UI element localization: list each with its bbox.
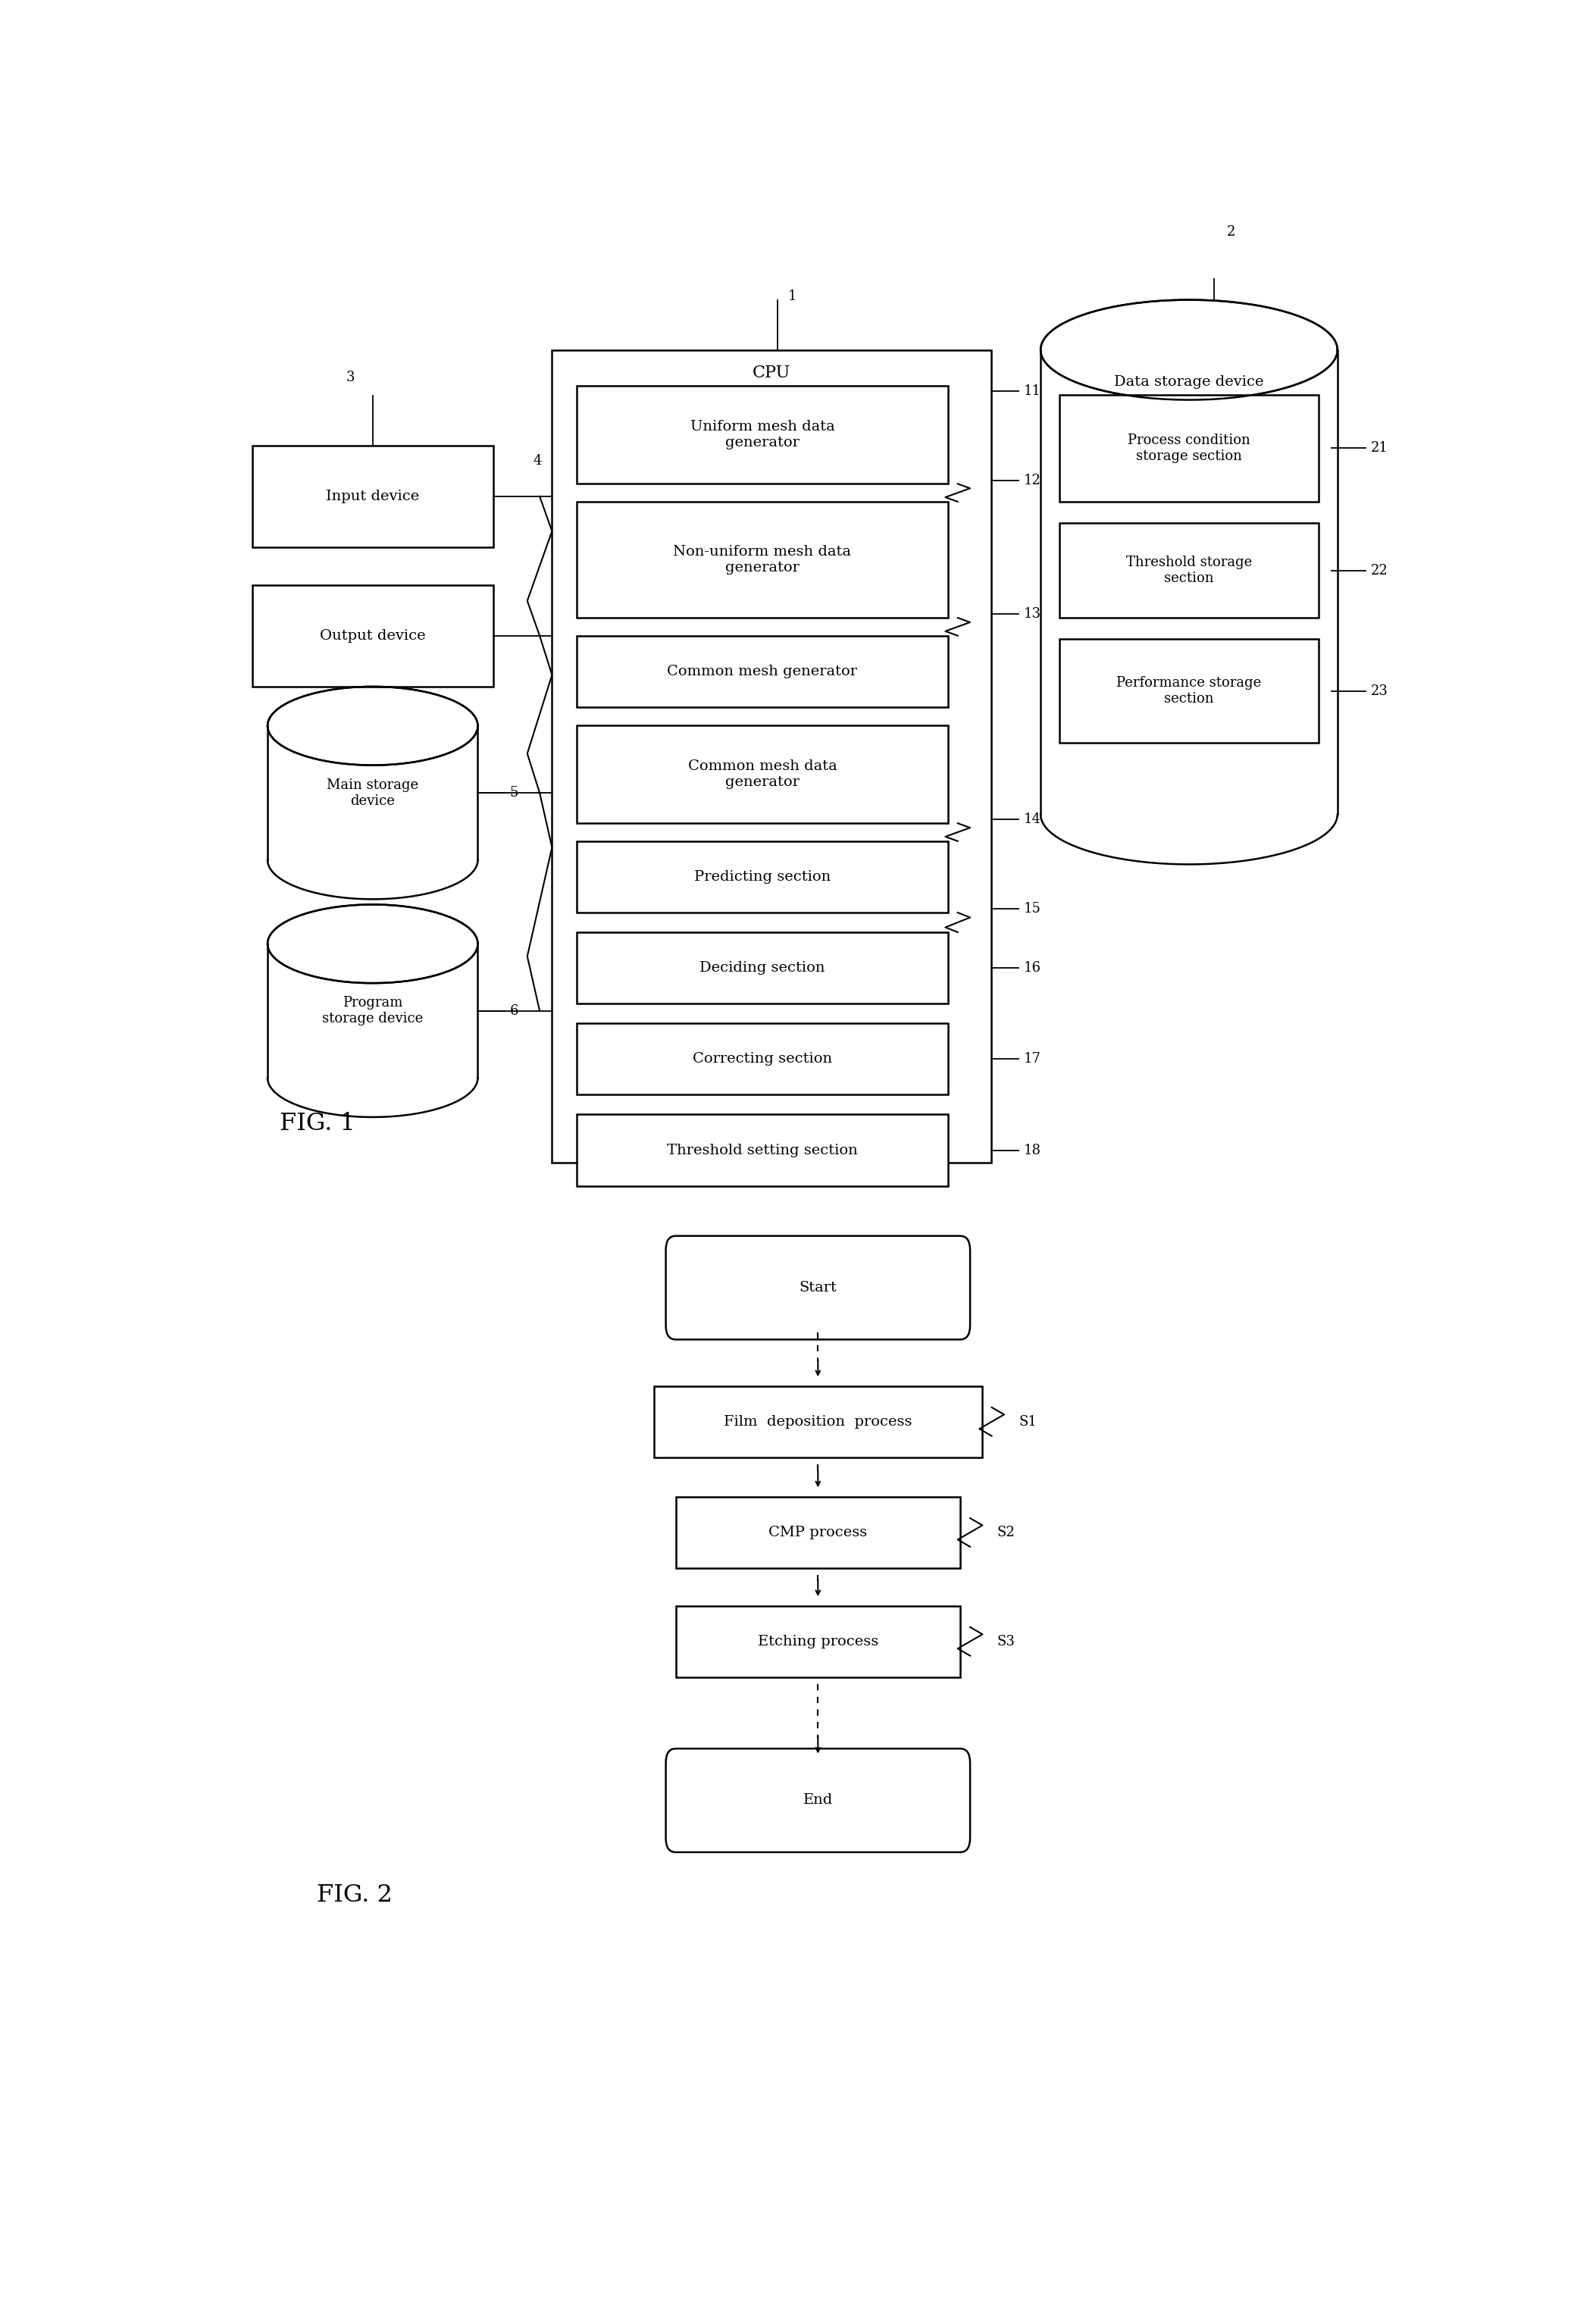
Text: Start: Start	[800, 1281, 836, 1295]
FancyBboxPatch shape	[576, 501, 948, 617]
FancyBboxPatch shape	[1060, 522, 1318, 617]
FancyBboxPatch shape	[576, 724, 948, 824]
Text: 5: 5	[511, 786, 519, 800]
Text: Deciding section: Deciding section	[699, 960, 825, 974]
Text: Program
storage device: Program storage device	[322, 995, 423, 1025]
Polygon shape	[268, 905, 477, 984]
Text: S2: S2	[998, 1527, 1015, 1538]
Text: Common mesh data
generator: Common mesh data generator	[688, 759, 836, 789]
FancyBboxPatch shape	[576, 636, 948, 708]
FancyBboxPatch shape	[576, 1023, 948, 1095]
Text: 2: 2	[1227, 225, 1235, 239]
FancyBboxPatch shape	[576, 1114, 948, 1186]
Text: Threshold setting section: Threshold setting section	[667, 1144, 857, 1158]
Text: Process condition
storage section: Process condition storage section	[1128, 434, 1250, 462]
Text: Threshold storage
section: Threshold storage section	[1127, 557, 1251, 585]
Text: 6: 6	[511, 1005, 519, 1018]
FancyBboxPatch shape	[552, 350, 991, 1162]
Text: 23: 23	[1371, 684, 1389, 698]
Text: CPU: CPU	[752, 364, 790, 380]
Polygon shape	[1041, 350, 1337, 814]
Text: 12: 12	[1023, 473, 1041, 487]
Text: CMP process: CMP process	[769, 1527, 867, 1538]
FancyBboxPatch shape	[675, 1605, 961, 1677]
Text: Main storage
device: Main storage device	[327, 777, 418, 807]
Text: Performance storage
section: Performance storage section	[1117, 677, 1261, 705]
FancyBboxPatch shape	[666, 1749, 970, 1851]
Text: 16: 16	[1023, 960, 1041, 974]
Text: 22: 22	[1371, 564, 1389, 578]
FancyBboxPatch shape	[576, 933, 948, 1005]
Text: 13: 13	[1023, 608, 1041, 622]
Text: 18: 18	[1023, 1144, 1041, 1158]
FancyBboxPatch shape	[1060, 640, 1318, 742]
Polygon shape	[268, 687, 477, 766]
FancyBboxPatch shape	[252, 445, 493, 548]
Text: 14: 14	[1023, 812, 1041, 826]
FancyBboxPatch shape	[576, 385, 948, 485]
Text: Film  deposition  process: Film deposition process	[725, 1415, 911, 1429]
Text: S3: S3	[998, 1636, 1015, 1647]
Text: 17: 17	[1023, 1053, 1041, 1065]
Text: 21: 21	[1371, 441, 1389, 455]
Text: End: End	[803, 1793, 833, 1807]
Text: 11: 11	[1023, 385, 1041, 397]
Text: Predicting section: Predicting section	[694, 870, 830, 884]
Text: 3: 3	[346, 371, 354, 385]
Polygon shape	[268, 726, 477, 861]
Text: Input device: Input device	[326, 490, 420, 503]
Text: 4: 4	[533, 455, 541, 466]
Text: Common mesh generator: Common mesh generator	[667, 664, 857, 677]
FancyBboxPatch shape	[1060, 394, 1318, 501]
Text: Etching process: Etching process	[758, 1636, 878, 1647]
Polygon shape	[268, 944, 477, 1079]
Text: S1: S1	[1018, 1415, 1037, 1429]
Text: FIG. 1: FIG. 1	[279, 1111, 356, 1134]
Polygon shape	[1041, 299, 1337, 399]
Text: Data storage device: Data storage device	[1114, 376, 1264, 390]
Text: 1: 1	[788, 290, 796, 304]
Text: Output device: Output device	[319, 629, 426, 643]
Text: Non-uniform mesh data
generator: Non-uniform mesh data generator	[674, 545, 851, 575]
FancyBboxPatch shape	[654, 1385, 982, 1457]
FancyBboxPatch shape	[252, 585, 493, 687]
Text: Correcting section: Correcting section	[693, 1053, 832, 1065]
FancyBboxPatch shape	[576, 842, 948, 912]
Text: FIG. 2: FIG. 2	[318, 1884, 393, 1907]
FancyBboxPatch shape	[675, 1496, 961, 1568]
Text: Uniform mesh data
generator: Uniform mesh data generator	[689, 420, 835, 450]
FancyBboxPatch shape	[666, 1237, 970, 1339]
Text: 15: 15	[1023, 902, 1041, 916]
